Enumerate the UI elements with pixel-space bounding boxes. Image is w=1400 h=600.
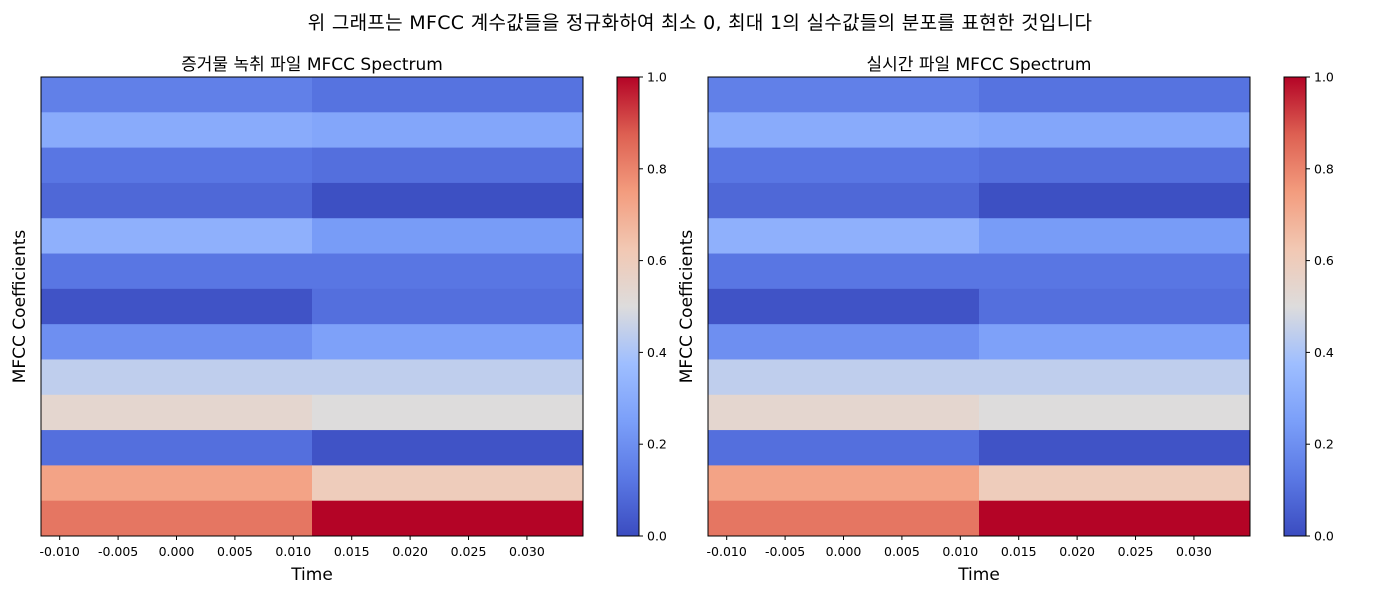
y-axis-label: MFCC Coefficients (10, 230, 30, 384)
heatmap-cell (979, 77, 1251, 113)
left-heatmap-panel: -0.010 -0.005 0.000 0.005 0.010 0.015 0.020 0.0… (10, 55, 667, 585)
heatmap-cell (979, 394, 1251, 431)
x-tick-label: 0.030 (509, 544, 545, 559)
x-tick-label: 0.025 (451, 544, 487, 559)
x-axis-label: Time (290, 565, 333, 585)
colorbar (616, 76, 640, 537)
heatmap-cell (708, 465, 980, 502)
heatmap-cell (708, 77, 980, 113)
heatmap-cell (41, 465, 313, 502)
x-tick-label: 0.025 (1118, 544, 1154, 559)
colorbar (1283, 76, 1307, 537)
heatmap-cell (312, 182, 584, 219)
x-tick-label: 0.020 (1059, 544, 1095, 559)
x-tick-label: 0.015 (1001, 544, 1037, 559)
x-tick-label: -0.005 (765, 544, 805, 559)
heatmap-cell (41, 253, 313, 290)
x-tick-label: 0.010 (275, 544, 311, 559)
x-tick-label: 0.005 (217, 544, 253, 559)
heatmap-cell (979, 218, 1251, 255)
heatmap-cell (41, 147, 313, 184)
heatmap-cell (312, 288, 584, 325)
heatmap-cell (312, 324, 584, 360)
x-tick-label: 0.030 (1176, 544, 1212, 559)
x-axis-label: Time (957, 565, 1000, 585)
heatmap-cell (979, 324, 1251, 360)
heatmap-cell (312, 465, 584, 502)
heatmap-cell (312, 253, 584, 290)
heatmap-cell (979, 430, 1251, 466)
heatmap-cell (708, 218, 980, 255)
heatmap-cell (312, 359, 584, 396)
x-tick-label: 0.000 (159, 544, 195, 559)
colorbar-tick-label: 1.0 (647, 70, 667, 85)
heatmap-cell (312, 500, 584, 537)
x-tick-label: -0.010 (40, 544, 80, 559)
right-heatmap-panel: -0.010 -0.005 0.000 0.005 0.010 0.015 0.020 0.0… (677, 55, 1334, 585)
axes-frame (40, 76, 584, 537)
heatmap-cell (708, 500, 980, 537)
heatmap-cell (312, 218, 584, 255)
x-tick-label: 0.000 (826, 544, 862, 559)
x-tick-label: -0.005 (98, 544, 138, 559)
colorbar-tick-label: 0.4 (1314, 345, 1334, 360)
heatmap-cell (979, 112, 1251, 149)
x-tick-label: 0.020 (392, 544, 428, 559)
heatmap-cell (41, 324, 313, 360)
heatmap-cell (979, 147, 1251, 184)
heatmap-cell (708, 394, 980, 431)
heatmap-cell (41, 288, 313, 325)
heatmap-cell (41, 394, 313, 431)
figure-title: 위 그래프는 MFCC 계수값들을 정규화하여 최소 0, 최대 1의 실수값들… (307, 12, 1093, 34)
colorbar-tick-label: 0.6 (647, 253, 667, 268)
heatmap-cell (708, 359, 980, 396)
heatmap-cell (708, 147, 980, 184)
heatmap-cell (708, 182, 980, 219)
heatmap-cell (979, 500, 1251, 537)
heatmap-cell (979, 465, 1251, 502)
heatmap-cell (979, 182, 1251, 219)
heatmap-cell (41, 218, 313, 255)
heatmap-cell (312, 394, 584, 431)
colorbar-tick-label: 0.6 (1314, 253, 1334, 268)
colorbar-tick-label: 0.8 (1314, 161, 1334, 176)
heatmap-cell (41, 359, 313, 396)
x-tick-label: 0.005 (884, 544, 920, 559)
heatmap-cell (708, 288, 980, 325)
axes-title: 실시간 파일 MFCC Spectrum (867, 55, 1092, 75)
x-tick-label: -0.010 (707, 544, 747, 559)
heatmap-cell (708, 324, 980, 360)
colorbar-tick-label: 0.0 (1314, 529, 1334, 544)
heatmap-cell (979, 253, 1251, 290)
heatmap-cell (312, 147, 584, 184)
colorbar-tick-label: 0.0 (647, 529, 667, 544)
heatmap-cell (41, 112, 313, 149)
colorbar-tick-label: 0.8 (647, 161, 667, 176)
heatmap-cell (41, 77, 313, 113)
colorbar-tick-label: 1.0 (1314, 70, 1334, 85)
heatmap-cell (708, 112, 980, 149)
axes-title: 증거물 녹취 파일 MFCC Spectrum (181, 55, 443, 75)
colorbar-tick-label: 0.2 (1314, 437, 1334, 452)
heatmap-cell (708, 430, 980, 466)
x-tick-label: 0.015 (334, 544, 370, 559)
axes-frame (707, 76, 1251, 537)
heatmap-cell (312, 430, 584, 466)
heatmap-cell (41, 500, 313, 537)
heatmap-cell (41, 430, 313, 466)
colorbar-tick-label: 0.4 (647, 345, 667, 360)
x-tick-label: 0.010 (942, 544, 978, 559)
heatmap-cell (979, 359, 1251, 396)
heatmap-cell (708, 253, 980, 290)
heatmap-cell (312, 77, 584, 113)
y-axis-label: MFCC Coefficients (677, 230, 697, 384)
heatmap-cell (979, 288, 1251, 325)
heatmap-cell (312, 112, 584, 149)
colorbar-tick-label: 0.2 (647, 437, 667, 452)
heatmap-cell (41, 182, 313, 219)
